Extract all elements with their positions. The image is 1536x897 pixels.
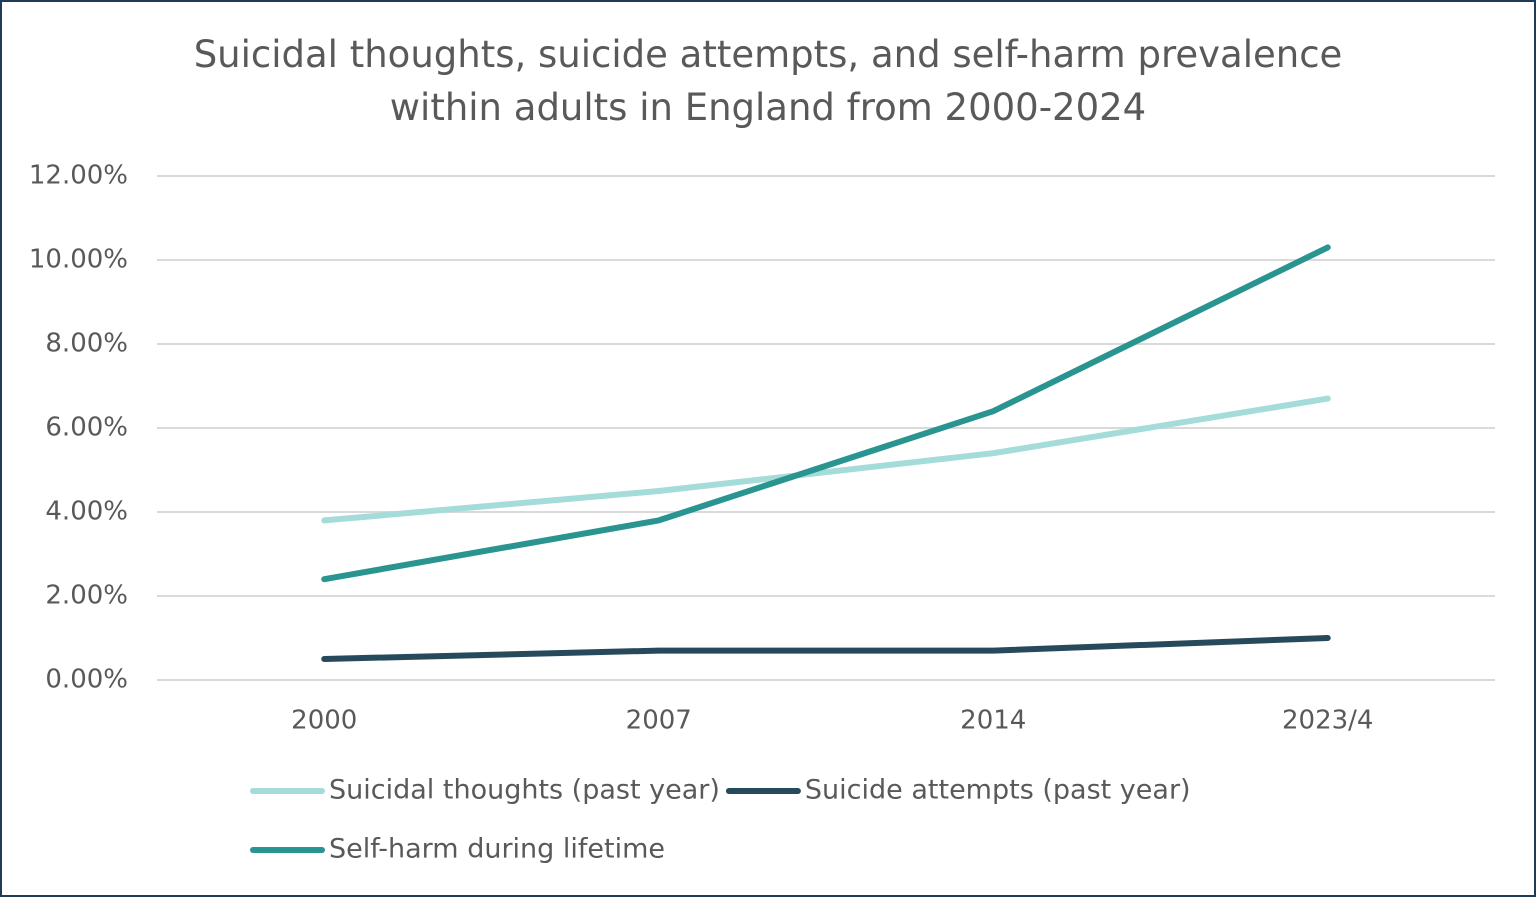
- y-tick-label: 4.00%: [45, 497, 128, 527]
- legend-label: Suicidal thoughts (past year): [329, 775, 720, 806]
- data-line: [321, 635, 1331, 662]
- data-line: [321, 395, 1331, 524]
- y-tick-label: 10.00%: [29, 245, 128, 275]
- legend-label: Self-harm during lifetime: [329, 834, 665, 865]
- x-tick-label: 2007: [626, 706, 692, 736]
- x-tick-label: 2014: [960, 706, 1026, 736]
- y-tick-label: 12.00%: [29, 161, 128, 191]
- y-tick-label: 8.00%: [45, 329, 128, 359]
- data-line: [321, 244, 1331, 583]
- chart-title: Suicidal thoughts, suicide attempts, and…: [193, 33, 1343, 129]
- x-tick-label: 2000: [291, 706, 357, 736]
- y-tick-label: 6.00%: [45, 413, 128, 443]
- y-tick-label: 2.00%: [45, 581, 128, 611]
- legend-label: Suicide attempts (past year): [805, 775, 1191, 806]
- y-tick-label: 0.00%: [45, 665, 128, 695]
- x-tick-label: 2023/4: [1282, 706, 1373, 736]
